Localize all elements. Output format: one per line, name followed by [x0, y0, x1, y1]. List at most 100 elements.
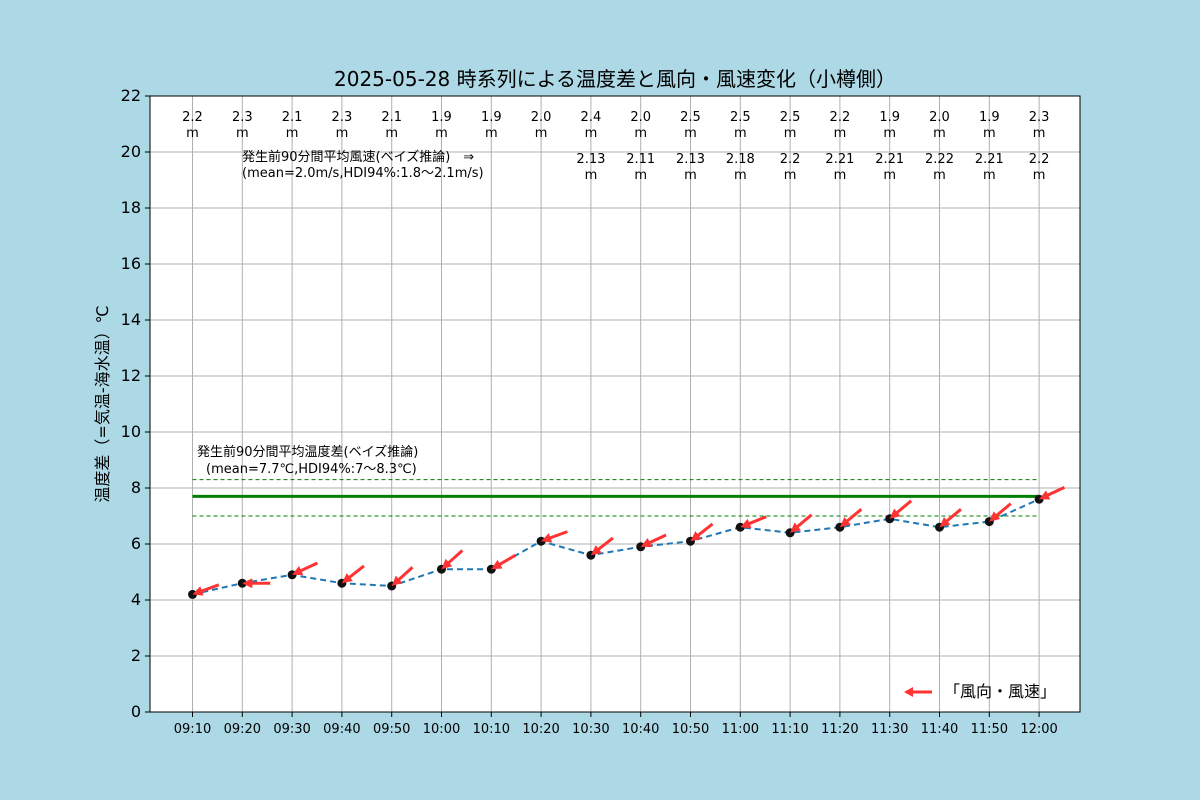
legend: 「風向・風速」 [904, 682, 1056, 701]
temp-annotation-line2: (mean=7.7℃,HDI94%:7～8.3℃) [206, 462, 417, 477]
wind-speed-label: 2.5 [780, 110, 801, 125]
y-tick-label: 20 [121, 142, 141, 161]
temperature-band [192, 479, 1040, 517]
posterior-wind-label: 2.21 [825, 152, 854, 167]
posterior-wind-unit: m [784, 168, 797, 183]
wind-speed-label: 2.0 [929, 110, 950, 125]
y-tick-label: 0 [131, 702, 141, 721]
wind-arrow-head [192, 586, 204, 596]
x-tick-label: 11:40 [921, 722, 958, 737]
series-line [192, 498, 1040, 596]
wind-unit-label: m [1033, 126, 1046, 141]
x-tick-label: 09:50 [373, 722, 410, 737]
wind-speed-label: 2.4 [581, 110, 602, 125]
wind-annotation-line1: 発生前90分間平均風速(ベイズ推論) ⇒ [242, 149, 474, 165]
wind-unit-label: m [336, 126, 349, 141]
wind-unit-label: m [236, 126, 249, 141]
x-tick-label: 09:20 [224, 722, 261, 737]
y-tick-label: 18 [121, 198, 141, 217]
wind-arrows [192, 486, 1066, 596]
posterior-wind-unit: m [1033, 168, 1046, 183]
temp-annotation-line1: 発生前90分間平均温度差(ベイズ推論) [197, 444, 418, 460]
x-tick-label: 10:30 [572, 722, 609, 737]
posterior-wind-label: 2.13 [576, 152, 605, 167]
wind-arrow-head [391, 575, 403, 586]
posterior-wind-label: 2.13 [676, 152, 705, 167]
plot-frame [149, 95, 1081, 713]
posterior-wind-label: 2.22 [925, 152, 954, 167]
wind-speed-label: 2.1 [381, 110, 402, 125]
wind-speed-label: 2.3 [1029, 110, 1050, 125]
posterior-wind-label: 2.18 [726, 152, 755, 167]
wind-arrow-head [491, 559, 503, 570]
posterior-wind-label: 2.11 [626, 152, 655, 167]
legend-arrow-head-icon [904, 687, 913, 697]
y-tick-label: 16 [121, 254, 141, 273]
x-tick-label: 10:50 [672, 722, 709, 737]
wind-speed-label: 2.2 [182, 110, 203, 125]
wind-arrow-head [839, 516, 851, 528]
y-tick-label: 6 [131, 534, 141, 553]
wind-unit-label: m [684, 126, 697, 141]
wind-unit-label: m [983, 126, 996, 141]
posterior-wind-label: 2.2 [780, 152, 801, 167]
wind-speed-label: 1.9 [481, 110, 502, 125]
x-tick-label: 10:00 [423, 722, 460, 737]
y-tick-label: 8 [131, 478, 141, 497]
wind-unit-label: m [734, 126, 747, 141]
x-tick-label: 09:40 [323, 722, 360, 737]
chart-title: 2025-05-28 時系列による温度差と風向・風速変化（小樽側） [334, 67, 896, 91]
posterior-wind-unit: m [933, 168, 946, 183]
x-tick-label: 10:20 [522, 722, 559, 737]
wind-arrow-head [889, 508, 901, 519]
wind-speed-label: 2.3 [332, 110, 353, 125]
wind-unit-label: m [834, 126, 847, 141]
wind-annotation-line2: (mean=2.0m/s,HDI94%:1.8～2.1m/s) [242, 166, 484, 181]
wind-unit-label: m [485, 126, 498, 141]
wind-arrow-head [740, 518, 752, 529]
wind-arrow-head [590, 545, 602, 556]
wind-arrow-head [640, 538, 652, 548]
x-tick-label: 09:30 [273, 722, 310, 737]
wind-arrow-head [790, 522, 801, 533]
x-tick-label: 11:10 [771, 722, 808, 737]
wind-unit-label: m [933, 126, 946, 141]
x-tick-label: 11:20 [821, 722, 858, 737]
wind-speed-label: 2.0 [630, 110, 651, 125]
wind-speed-label: 2.3 [232, 110, 253, 125]
wind-speed-label: 2.5 [680, 110, 701, 125]
x-tick-label: 09:10 [174, 722, 211, 737]
wind-unit-label: m [883, 126, 896, 141]
y-tick-label: 4 [131, 590, 141, 609]
wind-labels: 2.2m2.3m2.1m2.3m2.1m1.9m1.9m2.0m2.4m2.0m… [182, 110, 1049, 183]
wind-arrow-head [939, 516, 951, 528]
x-tick-label: 11:30 [871, 722, 908, 737]
x-tick-label: 11:00 [722, 722, 759, 737]
posterior-wind-unit: m [684, 168, 697, 183]
wind-unit-label: m [784, 126, 797, 141]
y-tick-label: 12 [121, 366, 141, 385]
wind-unit-label: m [535, 126, 548, 141]
x-tick-label: 12:00 [1020, 722, 1057, 737]
axis-ticks: 0 2 4 6 8 10 12 14 16 18 20 22 09:10 09:20 09:30 09:40 0… [121, 86, 1058, 737]
plot-area [150, 96, 1080, 712]
wind-speed-label: 1.9 [879, 110, 900, 125]
y-tick-label: 22 [121, 86, 141, 105]
wind-arrow-head [690, 531, 702, 542]
x-tick-label: 11:50 [971, 722, 1008, 737]
y-tick-label: 14 [121, 310, 141, 329]
wind-arrow-head [541, 533, 553, 543]
wind-arrow-head [292, 566, 304, 576]
wind-speed-label: 1.9 [979, 110, 1000, 125]
posterior-wind-unit: m [734, 168, 747, 183]
wind-arrow-head [989, 511, 1001, 522]
posterior-wind-label: 2.21 [875, 152, 904, 167]
wind-speed-label: 2.1 [282, 110, 303, 125]
wind-arrow-head [1039, 490, 1051, 500]
y-axis-label: 温度差（=気温-海水温）℃ [93, 305, 112, 502]
wind-arrow-head [242, 578, 253, 589]
posterior-wind-unit: m [585, 168, 598, 183]
wind-unit-label: m [585, 126, 598, 141]
y-tick-label: 2 [131, 646, 141, 665]
